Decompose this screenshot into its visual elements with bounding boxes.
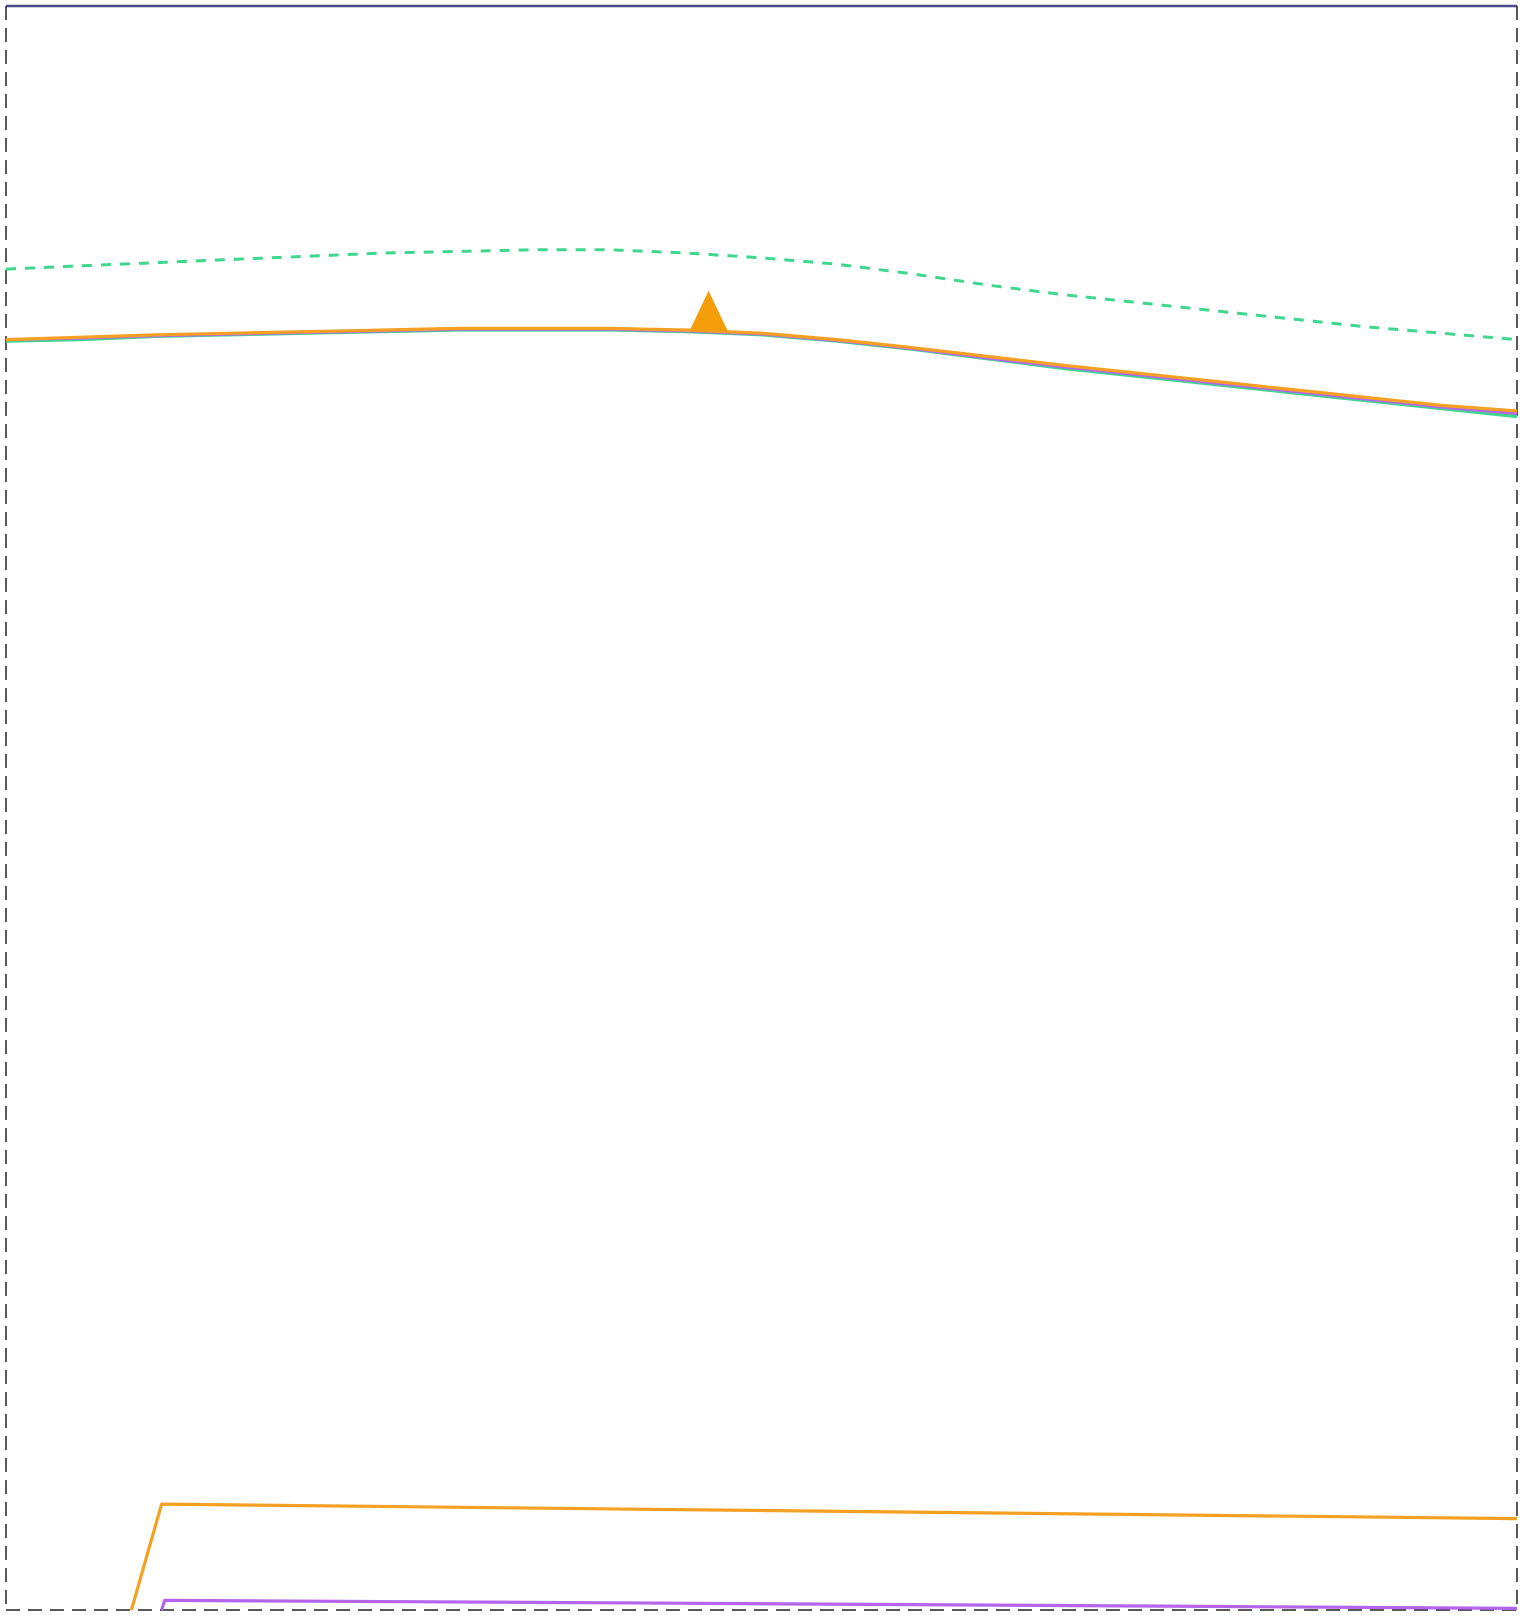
series-line-1 <box>5 248 1518 342</box>
series-line-2 <box>5 328 1518 419</box>
series-line-3 <box>5 327 1518 415</box>
plot-series-group <box>5 248 1518 1611</box>
marker-triangle-1 <box>689 290 728 331</box>
series-line-6 <box>160 1598 1518 1611</box>
plot-frame <box>5 4 1518 1611</box>
series-line-5 <box>129 1502 1518 1611</box>
plot-markers-group <box>689 290 728 331</box>
series-line-4 <box>5 326 1518 413</box>
